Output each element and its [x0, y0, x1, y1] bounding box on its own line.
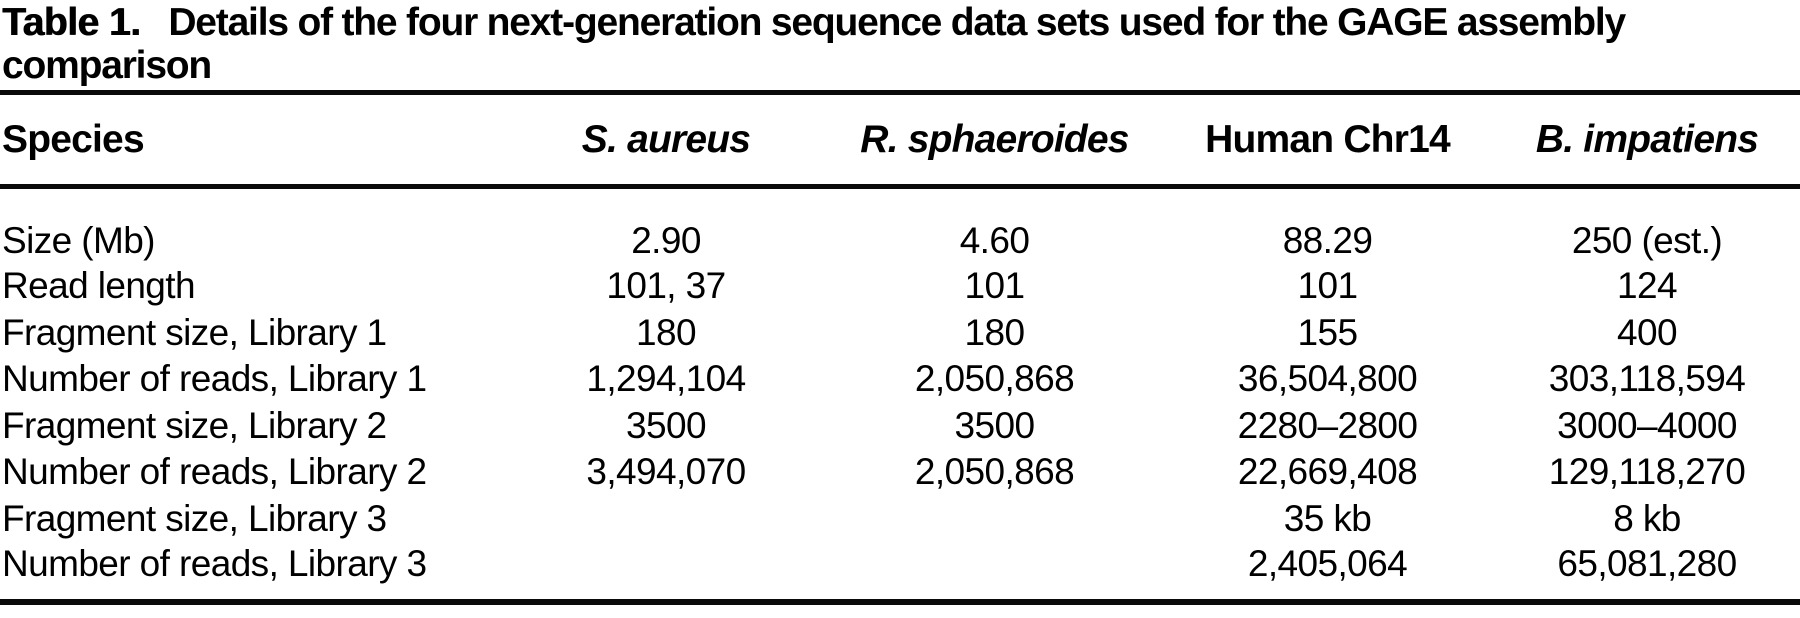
table-cell: 2280–2800 — [1237, 404, 1418, 446]
table-cell: 3000–4000 — [1557, 404, 1737, 446]
table-cell: 101, 37 — [606, 265, 726, 307]
table-cell — [504, 542, 828, 602]
table-cell: 22,669,408 — [1237, 451, 1418, 493]
table-cell: 3500 — [954, 404, 1036, 446]
table-cell: 35 kb — [1283, 497, 1372, 539]
column-header-r-sphaeroides: R. sphaeroides — [828, 92, 1161, 189]
table-cell — [828, 496, 1161, 543]
caption-label: Table 1. — [2, 1, 141, 44]
table-cell: 155 — [1297, 311, 1359, 353]
table-row: Fragment size, Library 2 3500 3500 2280–… — [0, 403, 1800, 450]
table-cell: 4.60 — [959, 220, 1030, 261]
table-cell: 36,504,800 — [1237, 358, 1418, 400]
row-label: Size (Mb) — [2, 220, 156, 261]
table-cell: 250 (est.) — [1571, 220, 1723, 261]
row-label: Number of reads, Library 2 — [2, 451, 427, 493]
column-header-s-aureus: S. aureus — [504, 92, 828, 189]
table-row: Fragment size, Library 3 35 kb 8 kb — [0, 496, 1800, 543]
row-label: Read length — [2, 265, 196, 307]
table-cell: 180 — [964, 311, 1026, 353]
table-cell: 3,494,070 — [586, 451, 746, 493]
table-row: Number of reads, Library 2 3,494,070 2,0… — [0, 449, 1800, 496]
table-cell: 2,050,868 — [914, 451, 1075, 493]
table-row: Number of reads, Library 3 2,405,064 65,… — [0, 542, 1800, 602]
column-header-human-chr14: Human Chr14 — [1161, 92, 1494, 189]
table-cell: 65,081,280 — [1557, 542, 1737, 584]
table-cell: 303,118,594 — [1548, 358, 1746, 400]
table-cell — [828, 542, 1161, 602]
table-cell: 2,405,064 — [1247, 542, 1408, 584]
row-label: Fragment size, Library 2 — [2, 404, 387, 446]
table-row: Size (Mb) 2.90 4.60 88.29 250 (est.) — [0, 187, 1800, 264]
caption-text: Details of the four next-generation sequ… — [2, 1, 1626, 87]
row-label: Number of reads, Library 1 — [2, 358, 427, 400]
row-label: Fragment size, Library 3 — [2, 497, 387, 539]
table-cell: 88.29 — [1282, 220, 1373, 261]
table-caption: Table 1. Details of the four next-generat… — [0, 0, 1800, 90]
table-cell: 180 — [636, 311, 697, 353]
table-row: Number of reads, Library 1 1,294,104 2,0… — [0, 356, 1800, 403]
table-cell: 2.90 — [631, 220, 701, 261]
header-row: Species S. aureus R. sphaeroides Human C… — [0, 92, 1800, 189]
column-header-species: Species — [0, 92, 504, 189]
table-row: Fragment size, Library 1 180 180 155 400 — [0, 310, 1800, 357]
table-cell: 124 — [1617, 265, 1678, 307]
table-cell: 8 kb — [1613, 497, 1681, 539]
table-cell: 400 — [1617, 311, 1678, 353]
row-label: Fragment size, Library 1 — [2, 311, 387, 353]
table-cell: 2,050,868 — [914, 358, 1075, 400]
table-row: Read length 101, 37 101 101 124 — [0, 263, 1800, 310]
table-cell: 3500 — [626, 404, 707, 446]
table-cell: 1,294,104 — [586, 358, 746, 400]
data-table: Species S. aureus R. sphaeroides Human C… — [0, 90, 1800, 605]
table-cell: 101 — [964, 265, 1026, 307]
row-label: Number of reads, Library 3 — [2, 542, 427, 584]
column-header-b-impatiens: B. impatiens — [1494, 92, 1800, 189]
table-cell: 129,118,270 — [1548, 451, 1746, 493]
table-cell — [504, 496, 828, 543]
table-cell: 101 — [1297, 265, 1359, 307]
